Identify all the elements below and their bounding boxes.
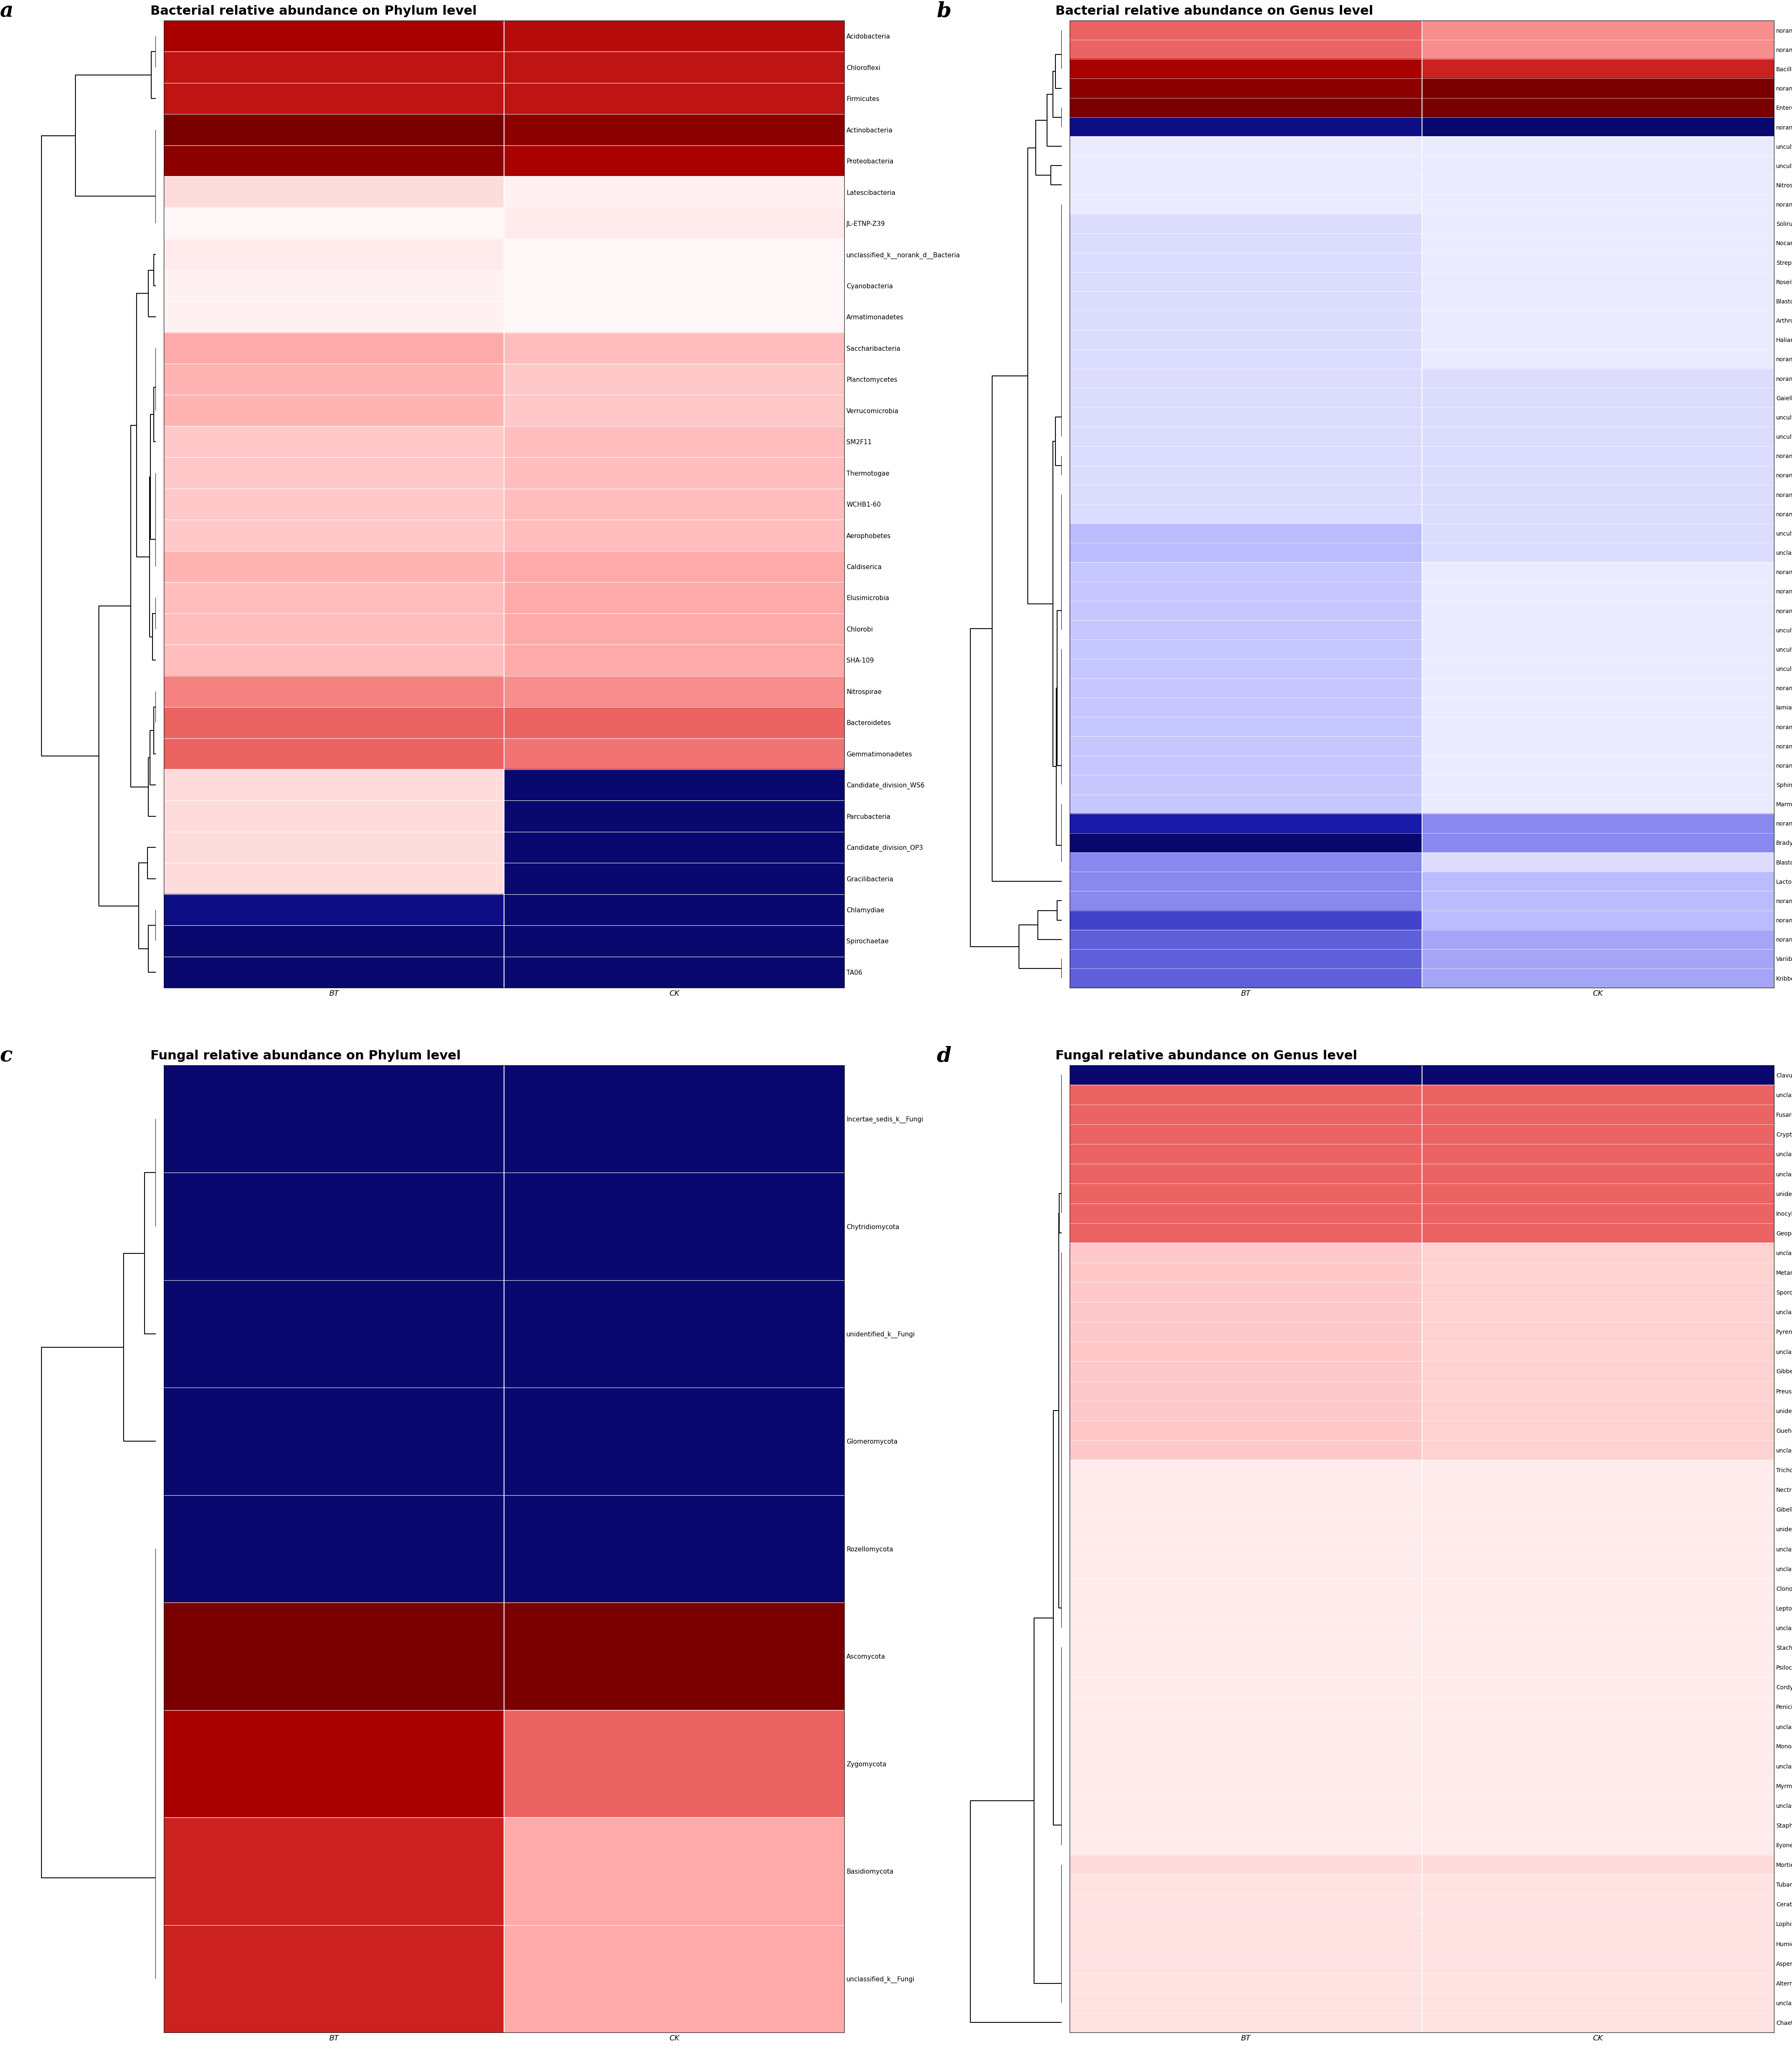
Text: Fungal relative abundance on Genus level: Fungal relative abundance on Genus level: [1055, 1049, 1357, 1061]
Text: Bacterial relative abundance on Phylum level: Bacterial relative abundance on Phylum l…: [151, 4, 477, 16]
Text: c: c: [0, 1045, 13, 1066]
Text: Fungal relative abundance on Phylum level: Fungal relative abundance on Phylum leve…: [151, 1049, 461, 1061]
Text: d: d: [937, 1045, 952, 1066]
Text: b: b: [937, 2, 952, 23]
Text: Bacterial relative abundance on Genus level: Bacterial relative abundance on Genus le…: [1055, 4, 1373, 16]
Text: a: a: [0, 2, 13, 23]
